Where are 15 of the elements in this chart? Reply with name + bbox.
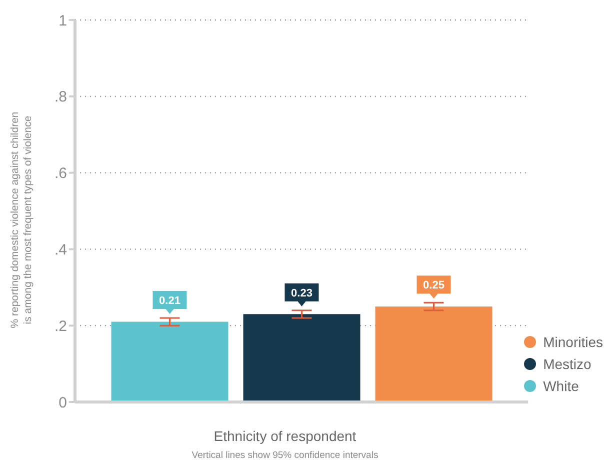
y-tick-label: .2 (54, 318, 67, 335)
y-tick-label: 1 (58, 12, 67, 30)
x-axis-title: Ethnicity of respondent (212, 428, 358, 444)
data-label: 0.25 (423, 280, 444, 292)
data-label: 0.21 (159, 294, 180, 307)
data-label: 0.23 (291, 287, 312, 300)
text: Vertical lines show 95% confidence intervals (190, 450, 380, 461)
y-tick-label: 0 (58, 394, 67, 412)
legend-label: Minorities (543, 334, 603, 350)
y-tick-label: .8 (54, 88, 67, 106)
legend-label: White (543, 378, 579, 394)
y-axis-title: % reporting domestic violence against children is among the most frequent types of violence (9, 112, 34, 328)
y-tick-label: .4 (54, 242, 67, 259)
legend-label: Mestizo (543, 356, 592, 372)
y-tick-label: .6 (54, 165, 67, 182)
